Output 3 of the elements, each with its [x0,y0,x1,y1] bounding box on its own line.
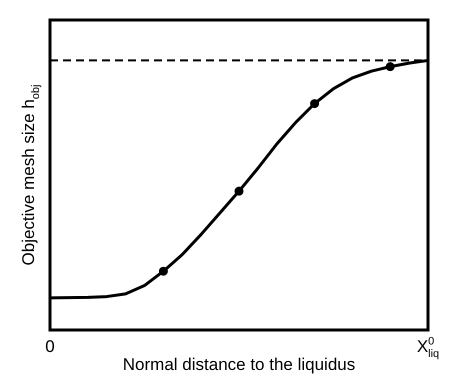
x-tick-label: 0 [45,337,55,356]
y-axis-title: Objective mesh size hobj [19,84,42,266]
x-axis-title: Normal distance to the liquidus [122,355,356,374]
